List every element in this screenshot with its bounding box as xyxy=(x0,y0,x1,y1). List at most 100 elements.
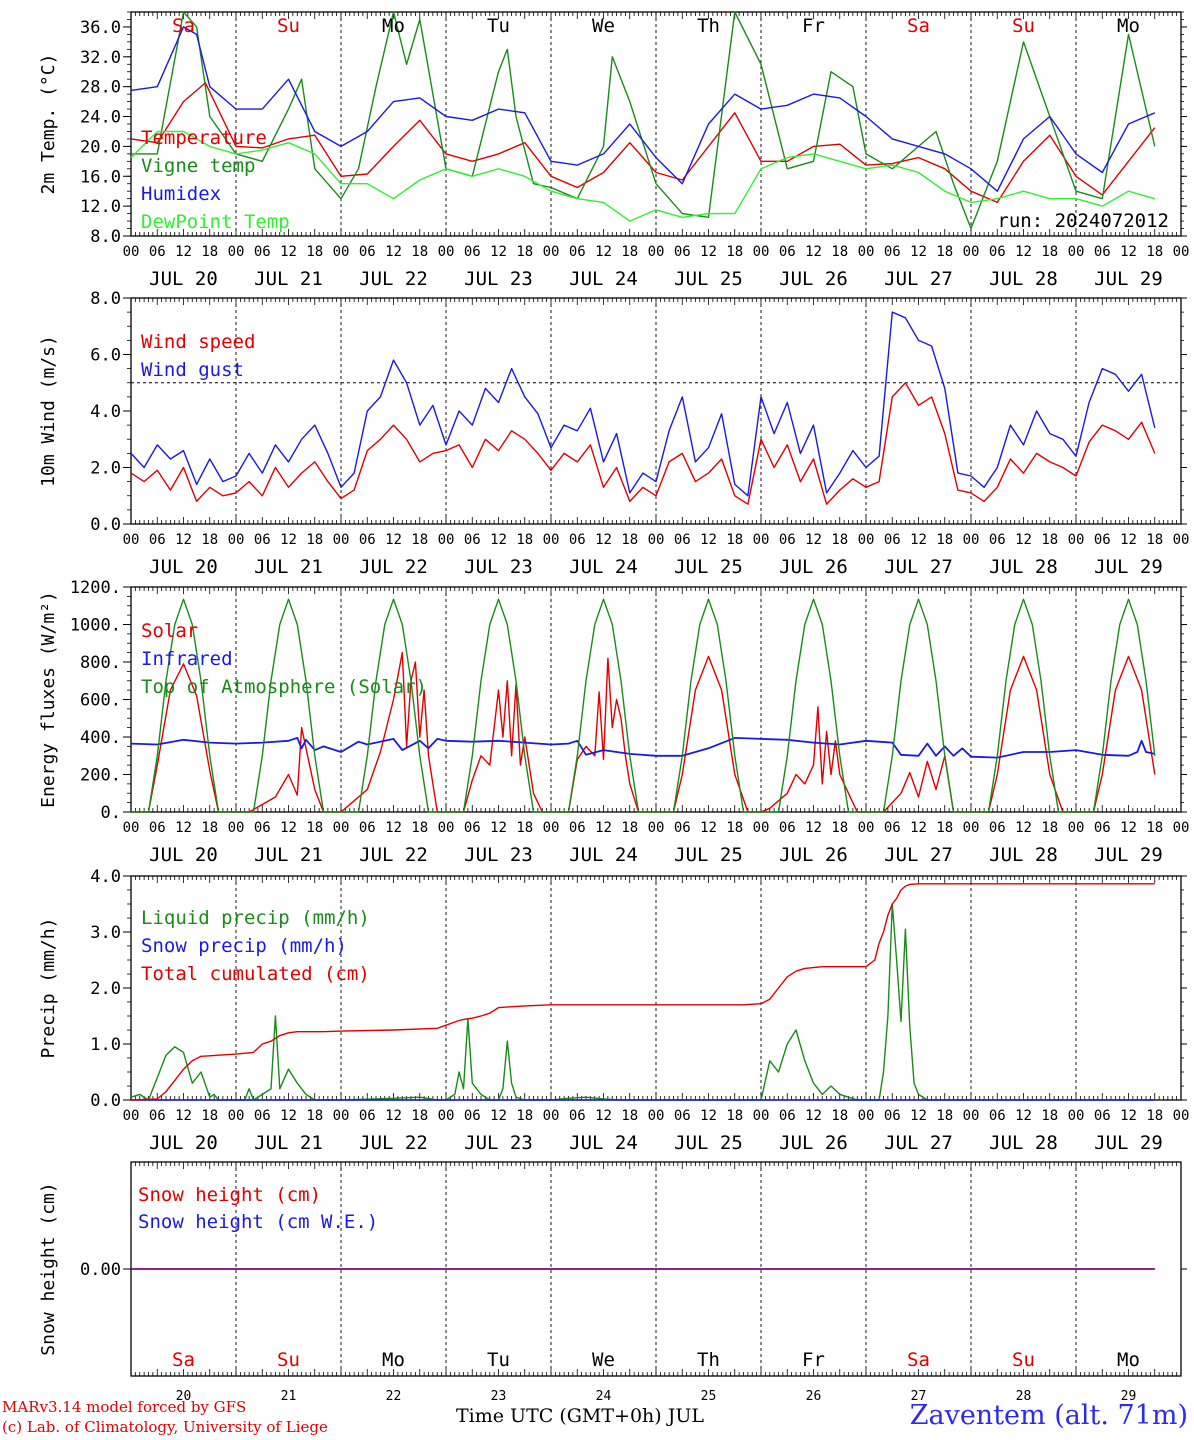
lab-credit: (c) Lab. of Climatology, University of L… xyxy=(2,1418,328,1436)
date-label: JUL 26 xyxy=(779,556,848,578)
y-tick-label: 200. xyxy=(80,766,121,786)
legend-entry: Temperature xyxy=(141,127,267,149)
y-tick-label: 4.0 xyxy=(90,402,121,422)
hour-tick-label: 00 xyxy=(333,1108,350,1124)
legend-entry: Snow precip (mm/h) xyxy=(141,935,347,957)
series-line xyxy=(130,382,1156,505)
hour-tick-label: 06 xyxy=(464,532,481,548)
hour-tick-label: 06 xyxy=(779,532,796,548)
date-label: JUL 20 xyxy=(149,268,218,290)
hour-tick-label: 12 xyxy=(280,244,297,260)
hour-tick-label: 12 xyxy=(175,820,192,836)
day-number-label: 25 xyxy=(701,1389,717,1404)
y-tick-label: 0.0 xyxy=(90,515,121,535)
series-line xyxy=(130,737,1155,759)
hour-tick-label: 12 xyxy=(1120,532,1137,548)
legend-entry: Wind gust xyxy=(141,359,244,381)
y-tick-label: 0.0 xyxy=(90,1091,121,1111)
hour-tick-label: 12 xyxy=(805,1108,822,1124)
hour-tick-label: 12 xyxy=(385,532,402,548)
hour-tick-label: 18 xyxy=(1041,820,1058,836)
hour-tick-label: 18 xyxy=(306,820,323,836)
hour-tick-label: 00 xyxy=(228,532,245,548)
hour-tick-label: 18 xyxy=(831,532,848,548)
hour-tick-label: 12 xyxy=(280,532,297,548)
y-tick-label: 0.00 xyxy=(80,1260,121,1280)
hour-tick-label: 00 xyxy=(1068,820,1085,836)
hour-tick-label: 12 xyxy=(700,244,717,260)
day-name-label: Tu xyxy=(487,15,510,37)
hour-tick-label: 12 xyxy=(910,1108,927,1124)
hour-tick-label: 06 xyxy=(1094,820,1111,836)
hour-tick-label: 18 xyxy=(936,532,953,548)
hour-tick-label: 06 xyxy=(149,532,166,548)
hour-tick-label: 06 xyxy=(464,1108,481,1124)
date-label: JUL 21 xyxy=(254,556,323,578)
hour-tick-label: 18 xyxy=(411,244,428,260)
hour-tick-label: 06 xyxy=(779,820,796,836)
hour-tick-label: 00 xyxy=(648,820,665,836)
hour-tick-label: 00 xyxy=(858,1108,875,1124)
y-tick-label: 12.0 xyxy=(80,197,121,217)
hour-tick-label: 06 xyxy=(989,820,1006,836)
hour-tick-label: 00 xyxy=(228,1108,245,1124)
hour-tick-label: 12 xyxy=(805,244,822,260)
day-name-label: Th xyxy=(697,15,720,37)
hour-tick-label: 18 xyxy=(621,820,638,836)
hour-tick-label: 06 xyxy=(884,244,901,260)
hour-tick-label: 00 xyxy=(753,820,770,836)
hour-tick-label: 06 xyxy=(464,244,481,260)
date-label: JUL 22 xyxy=(359,268,428,290)
date-label: JUL 28 xyxy=(989,556,1058,578)
y-axis-label: Energy fluxes (W/m²) xyxy=(38,591,59,808)
day-number-label: 23 xyxy=(491,1389,507,1404)
date-label: JUL 25 xyxy=(674,1132,743,1154)
y-tick-label: 1000. xyxy=(70,616,121,636)
day-name-label: Mo xyxy=(1117,1349,1140,1371)
legend-entry: Snow height (cm) xyxy=(138,1184,321,1206)
y-tick-label: 0. xyxy=(101,803,121,823)
hour-tick-label: 18 xyxy=(306,532,323,548)
date-label: JUL 25 xyxy=(674,556,743,578)
date-label: JUL 20 xyxy=(149,556,218,578)
day-name-label: Su xyxy=(1012,15,1035,37)
hour-tick-label: 12 xyxy=(385,1108,402,1124)
hour-tick-label: 18 xyxy=(411,1108,428,1124)
day-name-label: Su xyxy=(277,15,300,37)
hour-tick-label: 12 xyxy=(490,820,507,836)
legend-entry: Infrared xyxy=(141,648,233,670)
y-tick-label: 16.0 xyxy=(80,167,121,187)
day-number-label: 21 xyxy=(281,1389,297,1404)
day-name-label: We xyxy=(592,1349,615,1371)
hour-tick-label: 00 xyxy=(543,244,560,260)
series-line xyxy=(131,651,1156,813)
y-tick-label: 8.0 xyxy=(90,227,121,247)
hour-tick-label: 18 xyxy=(1146,244,1163,260)
hour-tick-label: 00 xyxy=(753,244,770,260)
date-label: JUL 24 xyxy=(569,556,638,578)
hour-tick-label: 00 xyxy=(543,1108,560,1124)
hour-tick-label: 00 xyxy=(333,532,350,548)
hour-tick-label: 00 xyxy=(648,532,665,548)
hour-tick-label: 06 xyxy=(674,532,691,548)
hour-tick-label: 00 xyxy=(228,244,245,260)
date-label: JUL 21 xyxy=(254,1132,323,1154)
hour-tick-label: 06 xyxy=(989,532,1006,548)
hour-tick-label: 18 xyxy=(306,244,323,260)
date-label: JUL 29 xyxy=(1094,1132,1163,1154)
hour-tick-label: 00 xyxy=(858,532,875,548)
station-title: Zaventem (alt. 71m) xyxy=(909,1400,1188,1431)
hour-tick-label: 06 xyxy=(674,244,691,260)
date-label: JUL 27 xyxy=(884,844,953,866)
day-name-label: Sa xyxy=(907,1349,930,1371)
hour-tick-label: 00 xyxy=(963,1108,980,1124)
series-line xyxy=(131,598,1156,813)
y-tick-label: 8.0 xyxy=(90,289,121,309)
date-label: JUL 25 xyxy=(674,268,743,290)
hour-tick-label: 06 xyxy=(674,820,691,836)
y-axis-label: Precip (mm/h) xyxy=(38,918,59,1059)
day-name-label: Fr xyxy=(802,1349,825,1371)
panel-fluxes xyxy=(123,586,1187,813)
hour-tick-label: 18 xyxy=(201,244,218,260)
hour-tick-label: 18 xyxy=(726,532,743,548)
